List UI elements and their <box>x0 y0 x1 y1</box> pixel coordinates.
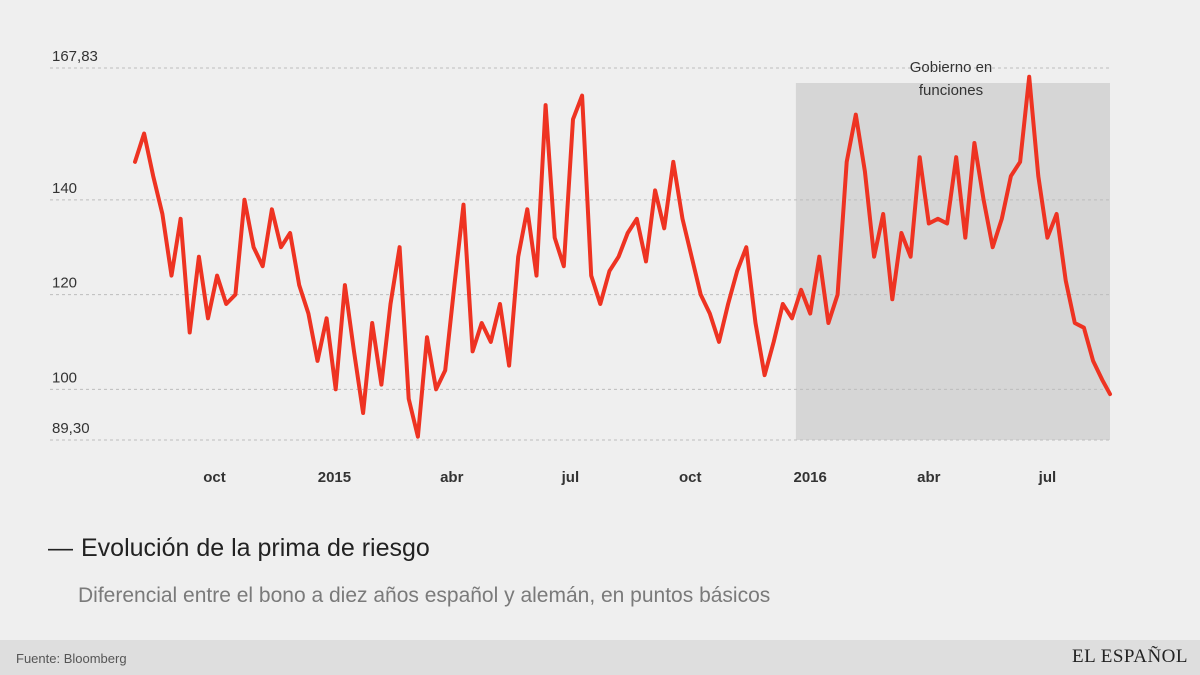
x-axis-ticks: oct 2015 abr jul oct 2016 abr jul <box>203 469 1056 486</box>
x-tick-label: jul <box>1038 469 1057 486</box>
annotation-line-2: funciones <box>919 82 983 99</box>
y-axis-ticks: 167,83 140 120 100 89,30 <box>52 48 98 437</box>
title-dash-icon: — <box>48 534 73 562</box>
source-text: Fuente: Bloomberg <box>16 651 127 666</box>
y-tick-label: 100 <box>52 369 77 386</box>
line-chart: 167,83 140 120 100 89,30 oct 2015 abr jul oct 201… <box>50 48 1112 486</box>
shaded-region <box>795 83 1110 440</box>
x-tick-label: oct <box>203 469 226 486</box>
x-tick-label: 2016 <box>794 469 827 486</box>
chart-title: — Evolución de la prima de riesgo <box>48 534 430 563</box>
annotation-gobierno: Gobierno en funciones <box>910 59 993 99</box>
gridlines <box>50 67 1110 441</box>
chart-subtitle: Diferencial entre el bono a diez años es… <box>78 584 771 607</box>
x-tick-label: abr <box>917 469 941 486</box>
y-tick-label: 167,83 <box>52 48 98 65</box>
brand-logo: EL ESPAÑOL <box>1071 646 1188 667</box>
series-line <box>133 74 1112 439</box>
footer: Fuente: Bloomberg EL ESPAÑOL <box>0 640 1200 675</box>
annotation-line-1: Gobierno en <box>910 59 993 76</box>
x-tick-label: oct <box>679 469 702 486</box>
title-text: Evolución de la prima de riesgo <box>81 534 430 562</box>
y-tick-label: 89,30 <box>52 420 90 437</box>
x-tick-label: 2015 <box>318 469 351 486</box>
x-tick-label: abr <box>440 469 464 486</box>
y-tick-label: 140 <box>52 180 77 197</box>
y-tick-label: 120 <box>52 275 77 292</box>
x-tick-label: jul <box>561 469 580 486</box>
